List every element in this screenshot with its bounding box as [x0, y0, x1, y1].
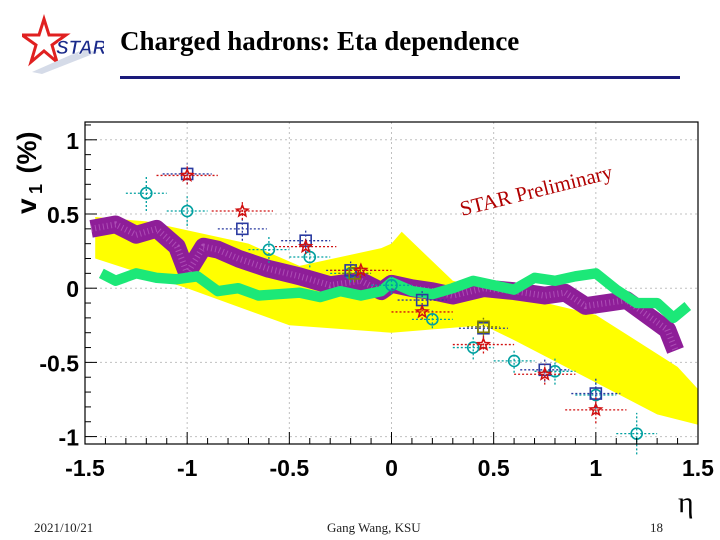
stars-red-point-6: [514, 363, 576, 385]
chart-watermark: STAR Preliminary: [457, 160, 615, 221]
footer-date: 2021/10/21: [34, 520, 94, 535]
y-axis-label-unit: (%): [12, 132, 42, 174]
stars-red-point-5: [452, 335, 515, 354]
stars-red-marker-5: [475, 336, 492, 352]
circles-marker-1: [180, 204, 194, 218]
circles-marker-6: [426, 313, 439, 326]
green-band: [98, 268, 692, 324]
x-tick-label-1: -1: [177, 455, 198, 481]
stars-red-point-2: [275, 238, 337, 255]
circles-point-6: [411, 310, 453, 329]
circles-point-0: [125, 175, 167, 212]
y-axis-label-sub: 1: [26, 184, 46, 194]
y-tick-label-4: 1: [66, 128, 79, 154]
squares-blue-point-1: [217, 216, 267, 241]
title-rule: [120, 76, 680, 79]
circles-point-1: [166, 196, 208, 226]
footer-page-number: 18: [650, 520, 663, 535]
stars-red-marker-0: [179, 167, 195, 183]
star-logo: STAR: [22, 14, 104, 74]
x-tick-label-2: -0.5: [270, 455, 310, 481]
circles-point-7: [452, 335, 494, 360]
x-axis-label: η: [678, 486, 694, 519]
star-logo-text: STAR: [56, 38, 104, 59]
stars-red-marker-1: [234, 202, 250, 218]
y-tick-label-3: 0.5: [47, 202, 79, 228]
x-tick-label-3: 0: [385, 455, 398, 481]
circles-point-8: [493, 349, 535, 373]
circles-point-5: [371, 276, 412, 295]
stars-red-point-1: [211, 202, 273, 220]
footer-author: Gang Wang, KSU: [327, 520, 421, 535]
star-logo-icon: [22, 14, 71, 67]
x-tick-label-6: 1.5: [682, 455, 714, 481]
circles-marker-7: [466, 341, 480, 354]
stars-red-marker-6: [537, 366, 553, 381]
circles-marker-2: [262, 243, 276, 256]
squares-olive-point-1: [467, 317, 500, 336]
stars-red-marker-2: [298, 238, 314, 254]
circles-point-2: [248, 236, 290, 263]
stars-red-point-7: [565, 396, 627, 424]
y-tick-label-1: -0.5: [39, 350, 79, 376]
circles-marker-8: [507, 354, 521, 368]
star-logo-swoosh: [32, 50, 98, 74]
stars-red-marker-4: [414, 303, 430, 319]
squares-blue-marker-2: [299, 234, 312, 248]
stars-red-marker-3: [353, 262, 369, 277]
x-tick-label-0: -1.5: [65, 455, 105, 481]
squares-blue-marker-1: [236, 222, 249, 236]
y-axis-label: v 1 (%): [11, 132, 46, 215]
y-axis-label-main: v: [11, 198, 42, 214]
stars-red-point-0: [156, 166, 218, 185]
stars-red-marker-7: [588, 401, 604, 417]
slide-title: Charged hadrons: Eta dependence: [120, 26, 520, 56]
x-tick-label-4: 0.5: [478, 455, 510, 481]
stars-red-point-4: [391, 303, 453, 320]
circles-marker-0: [140, 186, 153, 200]
stars-red-point-3: [330, 262, 392, 278]
y-tick-label-0: -1: [59, 425, 80, 451]
x-tick-label-5: 1: [589, 455, 602, 481]
circles-marker-5: [385, 278, 398, 292]
y-tick-label-2: 0: [66, 276, 79, 302]
squares-olive-marker-1: [477, 320, 490, 334]
circles-point-11: [616, 412, 658, 455]
